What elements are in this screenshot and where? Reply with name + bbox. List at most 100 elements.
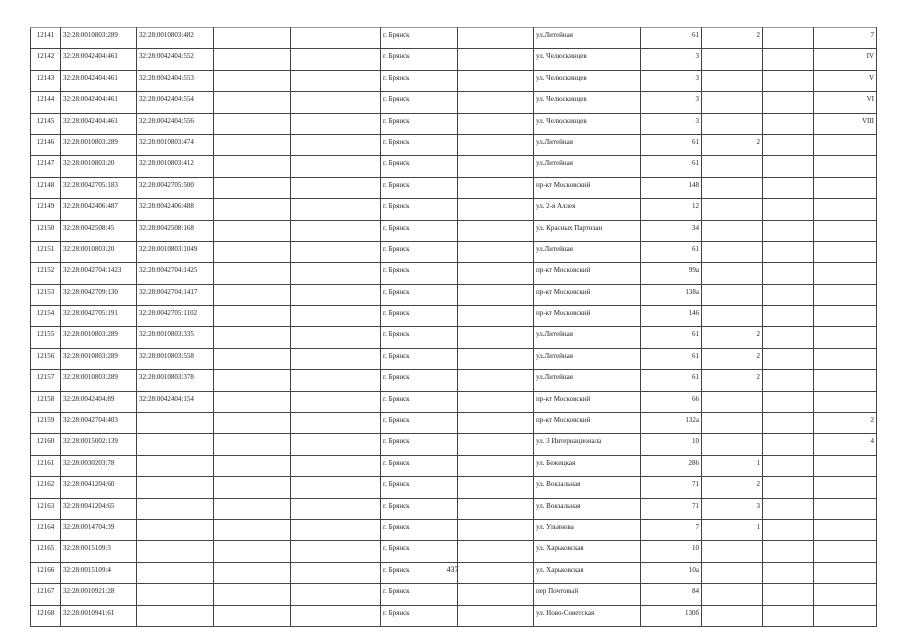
cadastral-number-cell: 32:28:0042508:45: [60, 219, 137, 242]
building-cell: [701, 219, 763, 242]
apartment-cell: 2: [813, 412, 877, 435]
empty-col-cell: [457, 390, 534, 414]
empty-col-cell: [457, 604, 534, 627]
house-number-cell: 61: [640, 326, 702, 349]
empty-col-cell: [762, 433, 814, 456]
cadastral-number-cell: 32:28:0042709:130: [60, 283, 137, 307]
table-row: 12167 32:28:0010921:28 г. Брянск пер Почтов…: [30, 583, 877, 606]
cadastral-number-cell: 32:28:0042705:191: [60, 305, 137, 328]
cadastral-number-2-cell: 32:28:0042704:1425: [136, 262, 214, 285]
table-row: 12157 32:28:0010803:289 32:28:0010803:378 г…: [30, 369, 877, 392]
house-number-cell: 130б: [640, 604, 702, 627]
row-number-cell: 12148: [30, 176, 61, 200]
empty-col-cell: [762, 69, 814, 93]
empty-col-cell: [762, 219, 814, 242]
row-number-cell: 12142: [30, 48, 61, 71]
apartment-cell: [813, 454, 877, 478]
row-number-cell: 12147: [30, 155, 61, 178]
house-number-cell: 61: [640, 240, 702, 264]
street-cell: ул. Вокзальная: [533, 497, 641, 520]
street-cell: ул.Литейная: [533, 369, 641, 392]
row-number-cell: 12144: [30, 91, 61, 114]
empty-col-cell: [290, 91, 381, 114]
city-cell: г. Брянск: [380, 454, 458, 478]
cadastral-number-cell: 32:28:0030203:78: [60, 454, 137, 478]
house-number-cell: 10: [640, 540, 702, 563]
building-cell: [701, 69, 763, 93]
empty-col-cell: [213, 219, 291, 242]
building-cell: [701, 540, 763, 563]
empty-col-cell: [290, 219, 381, 242]
cadastral-number-cell: 32:28:0010921:28: [60, 583, 137, 606]
house-number-cell: 12: [640, 198, 702, 221]
city-cell: г. Брянск: [380, 262, 458, 285]
apartment-cell: [813, 176, 877, 200]
empty-col-cell: [290, 262, 381, 285]
cadastral-number-cell: 32:28:0010803:289: [60, 326, 137, 349]
empty-col-cell: [213, 283, 291, 307]
cadastral-number-cell: 32:28:0014704:39: [60, 518, 137, 542]
apartment-cell: [813, 219, 877, 242]
apartment-cell: [813, 240, 877, 264]
cadastral-number-cell: 32:28:0042404:461: [60, 48, 137, 71]
city-cell: г. Брянск: [380, 347, 458, 371]
empty-col-cell: [457, 198, 534, 221]
table-row: 12160 32:28:0015002:139 г. Брянск ул. 3 Инт…: [30, 433, 877, 456]
city-cell: г. Брянск: [380, 518, 458, 542]
table-row: 12158 32:28:0042404:89 32:28:0042404:154 г.…: [30, 390, 877, 414]
house-number-cell: 99а: [640, 262, 702, 285]
cadastral-number-2-cell: 32:28:0010803:378: [136, 369, 214, 392]
building-cell: 2: [701, 133, 763, 157]
apartment-cell: [813, 155, 877, 178]
table-row: 12145 32:28:0042404:461 32:28:0042404:556 г…: [30, 112, 877, 135]
empty-col-cell: [213, 305, 291, 328]
row-number-cell: 12153: [30, 283, 61, 307]
building-cell: [701, 412, 763, 435]
empty-col-cell: [290, 112, 381, 135]
empty-col-cell: [290, 26, 381, 50]
house-number-cell: 3: [640, 69, 702, 93]
page-number: 437: [446, 565, 459, 574]
street-cell: ул. Челюскинцев: [533, 91, 641, 114]
cadastral-number-2-cell: 32:28:0042404:554: [136, 91, 214, 114]
empty-col-cell: [457, 476, 534, 499]
empty-col-cell: [762, 604, 814, 627]
empty-col-cell: [457, 69, 534, 93]
city-cell: г. Брянск: [380, 476, 458, 499]
house-number-cell: 132а: [640, 412, 702, 435]
street-cell: ул.Литейная: [533, 326, 641, 349]
empty-col-cell: [762, 155, 814, 178]
apartment-cell: [813, 198, 877, 221]
cadastral-number-cell: 32:28:0042404:89: [60, 390, 137, 414]
empty-col-cell: [213, 540, 291, 563]
city-cell: г. Брянск: [380, 155, 458, 178]
empty-col-cell: [213, 112, 291, 135]
cadastral-number-2-cell: [136, 583, 214, 606]
empty-col-cell: [290, 583, 381, 606]
empty-col-cell: [290, 518, 381, 542]
empty-col-cell: [457, 497, 534, 520]
house-number-cell: 61: [640, 155, 702, 178]
empty-col-cell: [213, 476, 291, 499]
table-row: 12151 32:28:0010803:20 32:28:0010803:1049 г…: [30, 240, 877, 264]
table-row: 12164 32:28:0014704:39 г. Брянск ул. Ульяно…: [30, 518, 877, 542]
row-number-cell: 12146: [30, 133, 61, 157]
empty-col-cell: [213, 604, 291, 627]
cadastral-number-cell: 32:28:0010803:289: [60, 133, 137, 157]
building-cell: 2: [701, 347, 763, 371]
empty-col-cell: [290, 305, 381, 328]
empty-col-cell: [762, 583, 814, 606]
empty-col-cell: [290, 326, 381, 349]
building-cell: [701, 155, 763, 178]
registry-table: 12141 32:28:0010803:289 32:28:0010803:482 г…: [30, 26, 877, 627]
apartment-cell: [813, 369, 877, 392]
empty-col-cell: [762, 262, 814, 285]
house-number-cell: 286: [640, 454, 702, 478]
street-cell: пер Почтовый: [533, 583, 641, 606]
empty-col-cell: [762, 412, 814, 435]
empty-col-cell: [457, 433, 534, 456]
empty-col-cell: [457, 283, 534, 307]
table-row: 12153 32:28:0042709:130 32:28:0042704:1417…: [30, 283, 877, 307]
cadastral-number-cell: 32:28:0041204:60: [60, 476, 137, 499]
street-cell: ул. Ново-Советская: [533, 604, 641, 627]
